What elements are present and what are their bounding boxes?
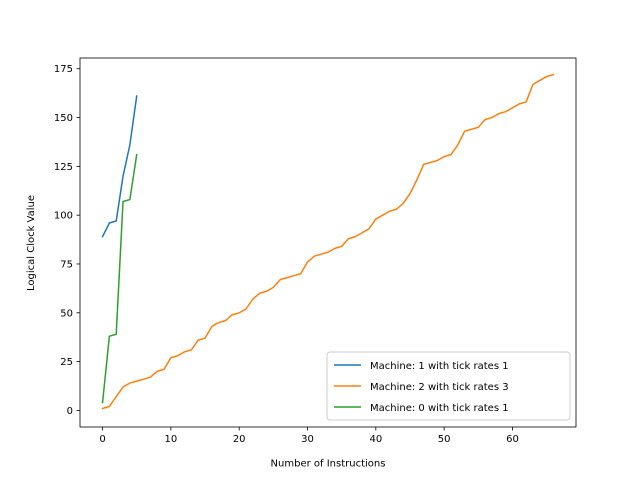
series-line-0 <box>101 95 138 238</box>
legend-label: Machine: 0 with tick rates 1 <box>370 403 509 414</box>
x-tick-label: 20 <box>233 434 246 445</box>
plot-area <box>79 57 577 428</box>
y-tick-label: 100 <box>54 211 73 222</box>
x-tick-label: 0 <box>99 434 105 445</box>
y-axis-label: Logical Clock Value <box>26 195 37 291</box>
legend-label: Machine: 2 with tick rates 3 <box>370 382 509 393</box>
y-tick-label: 25 <box>60 357 73 368</box>
legend: Machine: 1 with tick rates 1 Machine: 2 w… <box>326 351 571 421</box>
x-tick-label: 30 <box>301 434 314 445</box>
x-tick-label: 50 <box>438 434 451 445</box>
x-axis-ticks: 0 10 20 30 40 50 60 <box>99 427 519 445</box>
y-tick-label: 150 <box>54 113 73 124</box>
axes-frame <box>79 57 577 428</box>
series-line-2 <box>101 153 138 404</box>
legend-box <box>326 351 571 421</box>
y-tick-label: 0 <box>67 406 73 417</box>
y-axis-ticks: 0 25 50 75 100 125 150 175 <box>54 64 80 417</box>
y-tick-label: 125 <box>54 162 73 173</box>
series-line-1 <box>101 73 555 410</box>
legend-label: Machine: 1 with tick rates 1 <box>370 361 509 372</box>
x-axis-label: Number of Instructions <box>271 459 386 470</box>
x-tick-label: 40 <box>369 434 382 445</box>
y-tick-label: 50 <box>60 308 73 319</box>
x-tick-label: 10 <box>164 434 177 445</box>
x-tick-label: 60 <box>506 434 519 445</box>
y-tick-label: 75 <box>60 259 73 270</box>
y-tick-label: 175 <box>54 64 73 75</box>
